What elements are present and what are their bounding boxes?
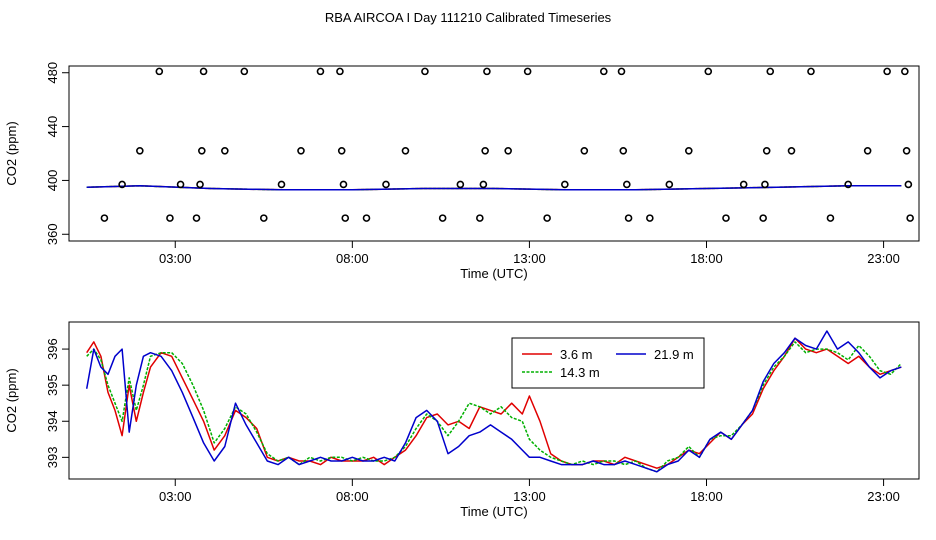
calibration-point: [561, 180, 569, 189]
bottom-y-tick-label: 395: [45, 374, 60, 396]
calibration-point: [543, 214, 551, 222]
calibration-point: [787, 147, 796, 155]
calibration-point: [504, 147, 512, 155]
top-y-tick-label: 360: [45, 223, 60, 245]
calibration-point: [646, 214, 654, 222]
calibration-point: [341, 214, 350, 222]
calibration-point: [844, 180, 852, 189]
calibration-point: [580, 147, 589, 155]
calibration-point: [523, 67, 532, 76]
calibration-point: [619, 147, 628, 155]
calibration-point: [401, 147, 410, 155]
calibration-point: [221, 147, 229, 155]
calibration-point: [118, 180, 126, 189]
bottom-x-axis-label: Time (UTC): [460, 504, 527, 519]
calibration-point: [240, 67, 249, 76]
calibration-point: [759, 214, 767, 222]
bottom-x-tick-label: 18:00: [690, 489, 723, 504]
bottom-x-tick-label: 23:00: [867, 489, 900, 504]
calibration-point: [438, 214, 447, 222]
calibration-point: [297, 147, 305, 155]
calibration-point: [617, 67, 626, 76]
bottom-x-tick-label: 08:00: [336, 489, 369, 504]
bottom-y-axis-label: CO2 (ppm): [4, 368, 19, 432]
bottom-y-tick-label: 394: [45, 410, 60, 432]
bottom-x-tick-label: 03:00: [159, 489, 192, 504]
legend-label: 21.9 m: [654, 347, 694, 362]
calibration-point: [337, 147, 346, 155]
calibration-point: [904, 180, 913, 189]
calibration-point: [421, 67, 429, 76]
legend-box: [511, 337, 705, 389]
top-y-tick-label: 400: [45, 170, 60, 192]
calibration-point: [481, 147, 489, 155]
calibration-point: [722, 214, 730, 222]
calibration-point: [136, 147, 144, 155]
calibration-point: [901, 67, 909, 76]
calibration-point: [624, 214, 633, 222]
bottom-plot-frame: [68, 321, 920, 480]
top-x-tick-label: 18:00: [690, 251, 723, 266]
top-y-tick-label: 440: [45, 116, 60, 138]
calibration-point: [599, 67, 608, 76]
calibration-point: [382, 180, 390, 189]
calibration-point: [739, 180, 748, 189]
calibration-point: [826, 214, 835, 222]
calibration-point: [902, 147, 911, 155]
top-y-axis-label: CO2 (ppm): [4, 121, 19, 185]
bottom-series-line: [85, 330, 902, 473]
calibration-point: [704, 67, 713, 76]
calibration-point: [339, 180, 348, 189]
calibration-point: [807, 67, 815, 76]
calibration-point: [199, 67, 208, 76]
calibration-point: [476, 214, 484, 222]
calibration-point: [192, 214, 201, 222]
top-y-tick-label: 480: [45, 62, 60, 84]
bottom-y-tick-label: 393: [45, 446, 60, 468]
calibration-point: [176, 180, 185, 189]
calibration-point: [762, 147, 771, 155]
legend-label: 14.3 m: [560, 365, 600, 380]
calibration-point: [906, 214, 914, 222]
calibration-point: [166, 214, 174, 222]
calibration-point: [155, 67, 164, 76]
calibration-point: [259, 214, 268, 222]
top-x-tick-label: 03:00: [159, 251, 192, 266]
bottom-y-tick-label: 396: [45, 338, 60, 360]
calibration-point: [623, 180, 631, 189]
calibration-point: [456, 180, 465, 189]
calibration-point: [483, 67, 491, 76]
calibration-point: [196, 180, 204, 189]
calibration-point: [665, 180, 674, 189]
bottom-series-line: [86, 341, 902, 473]
figure-title: RBA AIRCOA I Day 111210 Calibrated Times…: [325, 10, 612, 25]
top-x-tick-label: 08:00: [336, 251, 369, 266]
top-x-axis-label: Time (UTC): [460, 266, 527, 281]
calibration-point: [761, 180, 769, 189]
top-plot-frame: [68, 65, 920, 242]
calibration-point: [336, 67, 344, 76]
calibration-point: [479, 180, 488, 189]
calibration-point: [684, 147, 693, 155]
calibration-point: [883, 67, 891, 76]
calibration-point: [316, 67, 325, 76]
calibration-point: [277, 180, 286, 189]
calibration-point: [863, 147, 872, 155]
bottom-x-tick-label: 13:00: [513, 489, 546, 504]
top-series-line: [86, 185, 902, 191]
calibration-point: [362, 214, 371, 222]
calibration-point: [766, 67, 775, 76]
calibration-point: [198, 147, 206, 155]
legend-label: 3.6 m: [560, 347, 593, 362]
top-x-tick-label: 23:00: [867, 251, 900, 266]
calibration-point: [100, 214, 109, 222]
top-x-tick-label: 13:00: [513, 251, 546, 266]
